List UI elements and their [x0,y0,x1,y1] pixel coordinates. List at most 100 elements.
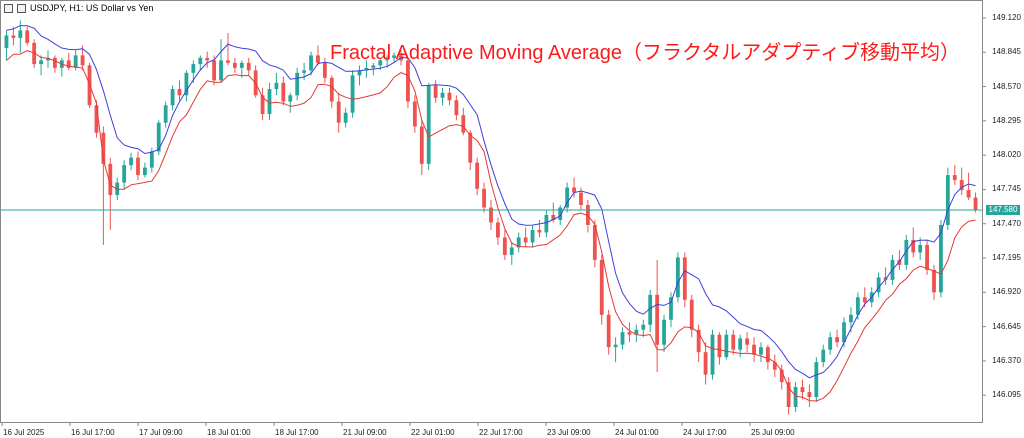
candle-body [689,299,694,330]
candle-body [821,349,826,363]
candle-body [648,294,653,325]
candle-body [523,237,528,243]
candle-body [641,324,646,330]
candle-body [662,319,666,345]
candle-body [136,157,140,176]
candle-body [634,329,639,335]
price-tick-label: 147.470 [992,218,1021,228]
candle-body [516,237,521,248]
candle-body [862,297,867,303]
candle-body [309,55,313,71]
candle-body [842,322,846,343]
candle-body [565,187,570,208]
candle-body [551,215,556,220]
candle-body [613,344,618,348]
candle-body [800,387,805,393]
candle-body [876,277,881,293]
candle-body [786,382,791,408]
price-tick-label: 148.570 [992,81,1021,91]
candle-body [959,180,964,191]
candle-body [392,55,396,58]
candle-body [80,55,85,66]
plot-frame [0,0,983,423]
candle-body [759,347,763,355]
candle-body [226,60,230,63]
candle-body [738,338,743,350]
candle-body [281,82,286,102]
date-tick-label: 21 Jul 09:00 [343,428,387,437]
candle-body [489,207,493,223]
candle-body [724,334,729,358]
candle-body [239,62,244,68]
candle-body [412,101,417,127]
candle-body [66,60,71,68]
candle-body [246,62,251,71]
candle-body [433,85,438,98]
candle-body [177,89,182,96]
candle-body [620,332,625,345]
candle-body [675,257,680,298]
candle-body [461,115,466,133]
date-tick-label: 18 Jul 01:00 [207,428,251,437]
candle-body [627,332,632,335]
candle-body [198,57,203,65]
date-tick-label: 22 Jul 01:00 [411,428,455,437]
candle-body [385,57,390,61]
candle-body [475,162,480,189]
candle-body [18,30,23,38]
candle-body [544,215,549,233]
candle-body [4,35,9,48]
candle-body [129,157,133,166]
candle-body [779,369,784,383]
candle-body [447,92,452,101]
candle-body [184,72,189,96]
candle-body [302,70,307,73]
candle-body [855,297,860,315]
candle-body [952,175,957,181]
candle-body [108,163,113,196]
candle-body [765,347,770,363]
price-tick-label: 148.020 [992,150,1021,160]
symbol-icon[interactable] [17,3,26,13]
date-tick-label: 24 Jul 01:00 [615,428,659,437]
frama-lower-line [6,50,976,402]
candle-body [274,82,279,90]
candle-body [371,65,376,68]
candle-body [156,122,161,152]
candle-body [606,314,611,348]
price-tick-label: 147.745 [992,184,1021,194]
date-tick-label: 16 Jul 2025 [3,428,45,437]
candle-body [772,362,777,370]
candle-body [440,92,445,98]
chart-menu-icon[interactable] [4,3,13,13]
candle-body [419,126,424,164]
candle-body [426,85,431,164]
candle-body [149,151,154,168]
price-tick-label: 149.120 [992,12,1021,22]
price-tick-label: 146.920 [992,287,1021,297]
date-tick-label: 18 Jul 17:00 [275,428,319,437]
price-tick-label: 146.645 [992,321,1021,331]
candle-body [814,362,819,398]
candle-body [911,239,916,253]
price-tick-label: 146.370 [992,355,1021,365]
candle-body [731,334,736,350]
candle-body [364,67,369,71]
candle-body [925,244,929,270]
candle-body [655,294,660,345]
candle-body [73,55,78,68]
candle-body [696,329,701,353]
price-tick-label: 148.295 [992,115,1021,125]
candle-body [579,192,583,206]
chart-title: Fractal Adaptive Moving Average（フラクタルアダプ… [330,42,961,64]
candle-body [357,70,362,76]
candle-body [973,197,978,211]
candle-body [468,132,473,163]
price-tick-label: 146.095 [992,390,1021,400]
candle-body [793,387,798,408]
candle-body [316,55,320,63]
candle-body [212,60,217,81]
candle-body [537,229,542,233]
candle-body [232,62,237,68]
